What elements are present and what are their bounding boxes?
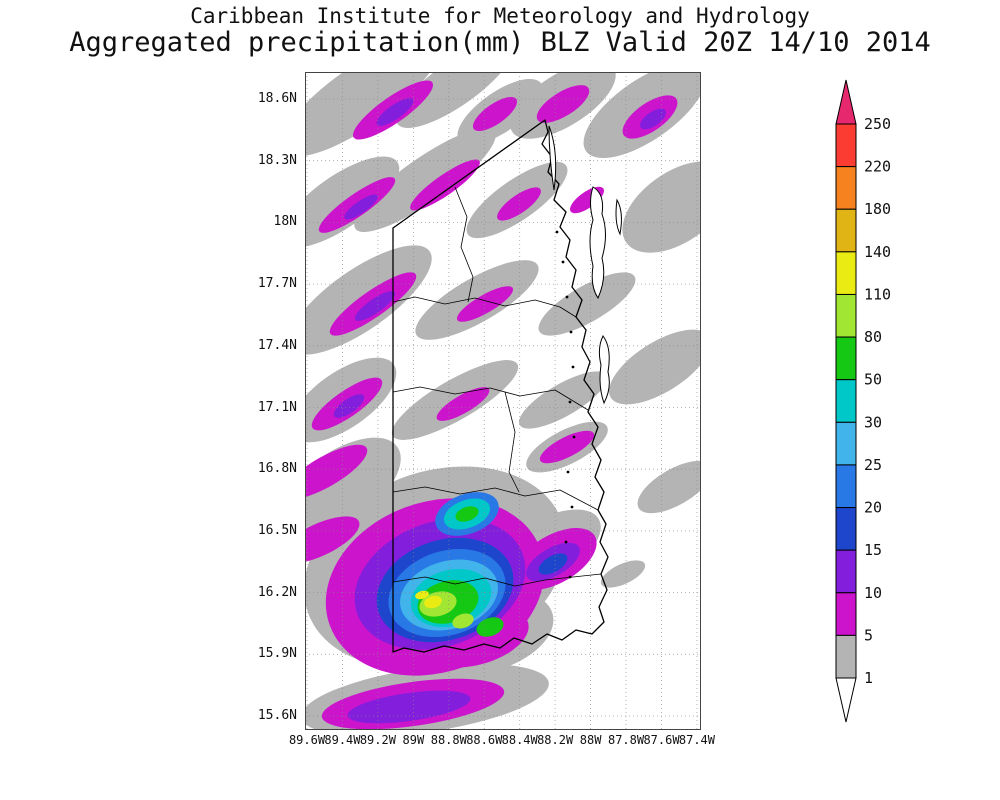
colorbar: 250 220 180 140 110 80 50 30 25 20 15 10 5 1 <box>835 79 891 723</box>
title-line-1: Caribbean Institute for Meteorology and … <box>190 4 810 28</box>
grid-lines <box>305 72 701 730</box>
colorbar-label: 80 <box>864 328 882 346</box>
colorbar-segment <box>835 336 857 381</box>
lon-tick-label: 87.6W <box>643 733 680 747</box>
lat-tick-label: 18N <box>273 214 297 230</box>
lat-tick-label: 16.8N <box>257 461 297 477</box>
lon-tick-label: 88.8W <box>430 733 467 747</box>
belize-coastline <box>392 119 609 653</box>
lat-tick-label: 15.9N <box>257 646 297 662</box>
lat-tick-label: 18.3N <box>257 152 297 168</box>
colorbar-segment <box>835 549 857 594</box>
colorbar-segment <box>835 507 857 551</box>
colorbar-segment <box>835 421 857 466</box>
lon-tick-label: 88.6W <box>466 733 503 747</box>
colorbar-label: 1 <box>864 669 873 687</box>
colorbar-label: 250 <box>864 115 891 133</box>
lon-tick-label: 88.2W <box>537 733 574 747</box>
colorbar-label: 20 <box>864 499 882 517</box>
colorbar-label: 25 <box>864 456 882 474</box>
colorbar-segment <box>835 208 857 253</box>
colorbar-label: 10 <box>864 584 882 602</box>
lon-tick-label: 87.4W <box>678 733 715 747</box>
colorbar-top-arrow <box>835 79 857 125</box>
lat-tick-label: 16.2N <box>257 584 297 600</box>
colorbar-segment <box>835 293 857 338</box>
colorbar-label: 140 <box>864 243 891 261</box>
colorbar-segment <box>835 464 857 509</box>
colorbar-segment <box>835 634 857 679</box>
colorbar-label: 110 <box>864 285 891 303</box>
lat-tick-label: 17.7N <box>257 276 297 292</box>
plot-frame <box>305 72 701 730</box>
lat-tick-label: 15.6N <box>257 708 297 723</box>
colorbar-label: 180 <box>864 200 891 218</box>
lon-tick-label: 87.8W <box>607 733 645 747</box>
colorbar-segment <box>835 251 857 295</box>
colorbar-bottom-arrow <box>835 677 857 723</box>
lon-tick-label: 88W <box>579 733 602 747</box>
colorbar-label: 15 <box>864 541 882 559</box>
precipitation-map <box>305 72 701 730</box>
precipitation-shading <box>305 72 701 730</box>
colorbar-label: 50 <box>864 371 882 389</box>
colorbar-segment <box>835 166 857 210</box>
lon-tick-label: 89.2W <box>359 733 396 747</box>
lon-tick-label: 88.4W <box>501 733 538 747</box>
colorbar-segment <box>835 379 857 423</box>
colorbar-label: 5 <box>864 626 873 644</box>
lat-tick-label: 17.1N <box>257 399 297 415</box>
colorbar-label: 30 <box>864 413 882 431</box>
lon-tick-label: 89.6W <box>288 733 326 747</box>
lat-tick-label: 16.5N <box>257 522 297 538</box>
title-line-2: Aggregated precipitation(mm) BLZ Valid 2… <box>69 27 931 58</box>
colorbar-label: 220 <box>864 158 891 176</box>
offshore-cayes <box>548 125 622 579</box>
lon-tick-label: 89.4W <box>324 733 361 747</box>
colorbar-segment <box>835 123 857 168</box>
lon-tick-label: 89W <box>402 733 425 747</box>
lat-tick-label: 17.4N <box>257 337 297 353</box>
lat-tick-label: 18.6N <box>257 91 297 106</box>
colorbar-segment <box>835 592 857 636</box>
